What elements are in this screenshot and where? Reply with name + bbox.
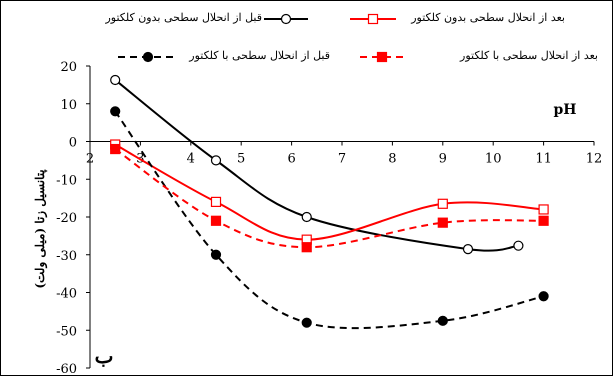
legend-entry-1: قبل از انحلال سطحی بدون کلکتور [104,11,308,25]
y-tick-label: 20 [60,60,77,75]
legend-label: بعد از انحلال سطحی بدون کلکتور [410,11,565,24]
data-point [462,243,474,255]
data-point [301,242,312,253]
y-tick-label: -30 [56,249,77,264]
x-tick-label: 4 [187,152,195,167]
legend-label: بعد از انحلال سطحی با کلکتور [459,49,598,62]
data-point [437,217,448,228]
legend-label: قبل از انحلال سطحی با کلکتور [188,49,330,62]
x-tick-label: 2 [86,152,94,167]
y-tick-label: -40 [56,287,77,302]
series-4 [110,143,549,253]
legend: قبل از انحلال سطحی بدون کلکتور بعد از انح… [104,11,598,63]
x-tick-label: 8 [388,152,396,167]
series-3 [110,106,549,330]
x-tick-label: 9 [439,152,447,167]
x-tick-label: 11 [535,152,552,167]
legend-marker [280,13,292,25]
data-point [210,155,222,166]
data-point [210,249,222,260]
data-point [110,74,121,86]
data-point [538,291,549,302]
y-tick-label: -50 [56,324,77,339]
y-tick-label: -60 [56,362,77,376]
x-tick-label: 5 [237,152,245,167]
data-point [513,240,524,251]
data-point [110,143,121,155]
y-tick-label: -10 [56,173,77,188]
x-tick-label: 10 [485,152,502,167]
data-point [437,315,448,326]
y-tick-label: -20 [56,211,77,226]
y-tick-label: 0 [69,136,77,151]
data-point [110,106,121,117]
legend-entry-2: بعد از انحلال سطحی بدون کلکتور [350,11,565,25]
series-1 [110,74,524,255]
data-point [437,198,448,209]
data-point [210,196,222,207]
legend-marker [142,51,154,63]
y-tick-label: 10 [60,98,77,113]
data-point [301,317,312,328]
data-point [538,215,549,226]
ph-axis-unit-label: pH [553,102,576,118]
y-axis-label: پتانسیل زتا (میلی ولت) [33,169,48,289]
legend-marker [367,13,379,25]
x-tick-label: 6 [287,152,295,167]
data-point [210,215,222,226]
data-point [301,211,312,223]
legend-entry-3: قبل از انحلال سطحی با کلکتور [118,49,330,63]
data-point [538,204,549,215]
legend-label: قبل از انحلال سطحی بدون کلکتور [104,11,262,24]
legend-marker [376,51,388,63]
panel-label: ب [95,344,114,368]
legend-entry-4: بعد از انحلال سطحی با کلکتور [360,49,598,63]
x-tick-label: 12 [586,152,603,167]
series-layer [110,74,549,330]
x-tick-label: 7 [338,152,346,167]
